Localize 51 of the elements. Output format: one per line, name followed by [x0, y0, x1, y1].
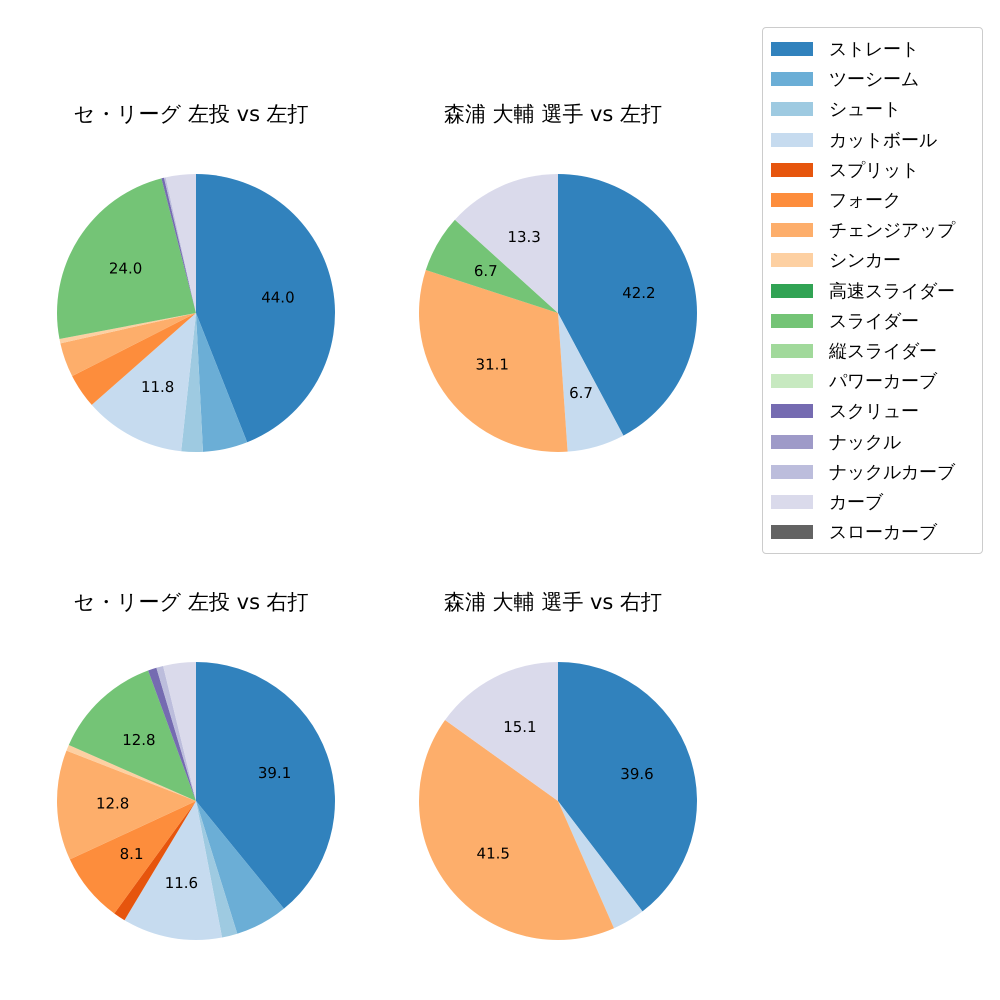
data-label: 8.1	[120, 844, 144, 863]
pie-slice	[156, 666, 196, 801]
data-label: 12.8	[96, 794, 130, 813]
pie-slice	[558, 174, 697, 436]
pie-slice	[426, 220, 558, 313]
chart-title: 森浦 大輔 選手 vs 左打	[442, 101, 664, 128]
data-label: 42.2	[622, 284, 656, 302]
pie-slice	[196, 801, 238, 938]
legend-label: スローカーブ	[829, 521, 937, 544]
legend-label: パワーカーブ	[829, 370, 937, 394]
data-label: 41.5	[476, 844, 510, 863]
pie-slice	[196, 801, 284, 934]
data-label: 31.1	[476, 355, 509, 374]
pie-slice	[558, 801, 642, 928]
data-label: 44.0	[261, 288, 295, 306]
data-label: 13.3	[507, 228, 541, 246]
pie-slice	[419, 720, 614, 940]
legend-label: 高速スライダー	[829, 280, 955, 303]
data-label: 6.7	[569, 384, 593, 402]
data-label: 24.0	[108, 259, 142, 278]
legend-label: ナックル	[829, 430, 901, 454]
data-label: 12.8	[122, 731, 156, 750]
text: セ・リーグ 左投 vs 左打	[72, 101, 310, 128]
legend-label: 縦スライダー	[829, 340, 937, 363]
legend-label: シュート	[829, 98, 901, 122]
legend-label: スライダー	[829, 310, 919, 333]
pie-slice	[57, 750, 196, 860]
pie-slice	[445, 662, 558, 801]
legend-label: ナックルカーブ	[829, 460, 955, 484]
legend-label: ツーシーム	[829, 68, 919, 92]
legend-label: チェンジアップ	[829, 219, 955, 242]
data-label: 15.1	[503, 718, 537, 736]
data-label: 11.6	[164, 874, 198, 892]
pie-slice	[558, 662, 697, 912]
legend-label: スプリット	[829, 158, 919, 182]
legend-label: シンカー	[829, 249, 901, 272]
chart-title: 森浦 大輔 選手 vs 右打	[442, 589, 664, 616]
legend-label: フォーク	[829, 189, 901, 212]
legend-label: カーブ	[829, 490, 883, 514]
data-label: 6.7	[474, 262, 498, 280]
pie-slice	[454, 174, 558, 313]
chart-title: セ・リーグ 左投 vs 右打	[72, 589, 310, 616]
pie-slice	[163, 662, 196, 801]
data-label: 39.1	[258, 764, 292, 782]
data-label: 39.6	[620, 765, 654, 784]
pie-slice	[558, 313, 624, 452]
legend-label: カットボール	[829, 128, 937, 152]
legend-label: ストレート	[829, 38, 919, 62]
data-label: 11.8	[140, 378, 174, 396]
legend-label: スクリュー	[829, 400, 919, 424]
pie-slice	[196, 662, 335, 909]
